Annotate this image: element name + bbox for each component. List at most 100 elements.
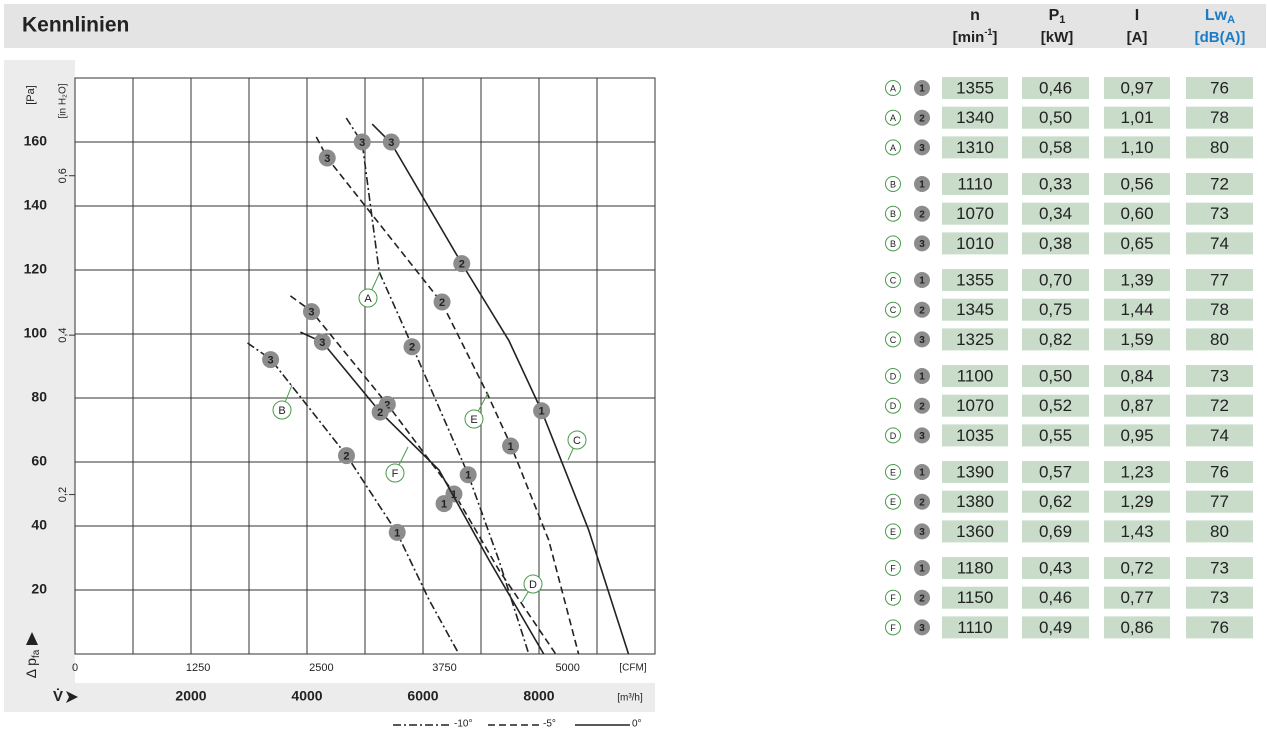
cell-text: 0,46 <box>1039 588 1072 607</box>
operating-point-label: 1 <box>507 441 513 453</box>
cell <box>1186 136 1253 159</box>
cell <box>1104 520 1170 543</box>
column-symbol: LwA <box>1205 7 1235 26</box>
cell <box>942 328 1008 351</box>
cell-text: 1110 <box>957 618 992 637</box>
cell-text: 0,57 <box>1039 462 1072 481</box>
cell <box>942 298 1008 321</box>
cell-text: 1070 <box>956 396 994 415</box>
y-tick-label: 140 <box>24 197 48 213</box>
point-number: 3 <box>919 623 925 634</box>
cell <box>1022 424 1089 447</box>
cell-text: 1070 <box>956 204 994 223</box>
cell-text: 0,52 <box>1039 396 1072 415</box>
cell-text: 0,50 <box>1039 108 1072 127</box>
cell <box>1022 202 1089 225</box>
curve-badge <box>885 272 901 288</box>
cell <box>942 202 1008 225</box>
column-unit: [min-1] <box>953 27 998 46</box>
point-badge <box>914 560 930 576</box>
x2-tick-label: 4000 <box>291 688 322 704</box>
operating-point <box>459 466 477 484</box>
cell <box>1104 586 1170 609</box>
symbol: n <box>970 7 980 24</box>
flow-band <box>4 683 655 712</box>
symbol: Δ p <box>23 658 39 678</box>
cell-text: 1340 <box>956 108 994 127</box>
cell <box>1104 557 1170 579</box>
cell <box>1104 394 1170 417</box>
cell-text: 0,58 <box>1039 138 1072 157</box>
cell <box>1186 106 1253 129</box>
cell-text: 1180 <box>957 558 994 577</box>
cell <box>1186 586 1253 609</box>
cell-text: 1035 <box>956 426 994 445</box>
cell-text: 1360 <box>956 522 994 541</box>
cell-text: 1345 <box>956 300 994 319</box>
curve-letter: B <box>890 209 896 219</box>
point-badge <box>914 368 930 384</box>
cell <box>1022 394 1089 417</box>
y-tick-label: 60 <box>31 453 47 469</box>
operating-point-label: 2 <box>439 297 445 309</box>
y-tick-label: 20 <box>31 581 47 597</box>
curve-label: C <box>573 435 581 447</box>
point-number: 1 <box>919 84 925 95</box>
operating-point-label: 2 <box>459 259 465 271</box>
cell-text: 1,10 <box>1120 138 1153 157</box>
cell <box>1022 461 1089 483</box>
operating-point-label: 1 <box>539 406 545 418</box>
symbol: Lw <box>1205 7 1228 24</box>
axis-band <box>4 60 75 712</box>
y-axis-unit: [Pa] <box>25 85 37 105</box>
legend-label: 0° <box>632 719 642 730</box>
point-badge <box>914 493 930 510</box>
point-badge <box>914 205 930 222</box>
cell <box>1022 520 1089 543</box>
cell <box>942 424 1008 447</box>
curve-letter: A <box>890 83 896 93</box>
operating-point-label: 2 <box>377 407 383 419</box>
curve-label: B <box>278 405 285 417</box>
curve-label-ring <box>385 463 405 483</box>
cell <box>1022 106 1089 129</box>
column-symbol: I <box>1135 7 1139 24</box>
x-tick-label: 0 <box>72 662 78 674</box>
point-number: 3 <box>919 335 925 346</box>
operating-point-label: 3 <box>359 137 365 149</box>
cell <box>1186 461 1253 483</box>
cell-text: 78 <box>1210 300 1229 319</box>
cell-text: 0,87 <box>1120 396 1153 415</box>
operating-point <box>302 303 320 321</box>
point-badge <box>914 427 930 444</box>
cell-text: 1,39 <box>1120 270 1153 289</box>
cell <box>1104 173 1170 195</box>
cell-text: 0,55 <box>1039 426 1072 445</box>
operating-point-label: 3 <box>324 153 330 165</box>
cell <box>1186 394 1253 417</box>
cell <box>1104 232 1170 255</box>
cell <box>942 77 1008 99</box>
cell-text: 1110 <box>957 174 992 193</box>
cell-text: 1,43 <box>1120 522 1153 541</box>
curve-badge <box>885 619 901 636</box>
operating-point-label: 2 <box>343 451 349 463</box>
curve-badge <box>885 523 901 540</box>
cell <box>1022 298 1089 321</box>
point-number: 3 <box>919 143 925 154</box>
subscript: A <box>1227 14 1235 26</box>
point-badge <box>914 301 930 318</box>
cell-text: 1325 <box>956 330 994 349</box>
column-symbol: n <box>970 7 980 24</box>
curve-letter: E <box>890 467 896 477</box>
cell-text: 0,70 <box>1039 270 1072 289</box>
cell-text: 76 <box>1210 78 1229 97</box>
curve-letter: D <box>890 371 897 381</box>
cell-text: 78 <box>1210 108 1229 127</box>
cell-text: 73 <box>1210 204 1229 223</box>
curve-badge <box>885 80 901 96</box>
cell-text: 1,29 <box>1120 492 1153 511</box>
operating-point-label: 3 <box>268 355 274 367</box>
cell-text: 0,38 <box>1039 234 1072 253</box>
